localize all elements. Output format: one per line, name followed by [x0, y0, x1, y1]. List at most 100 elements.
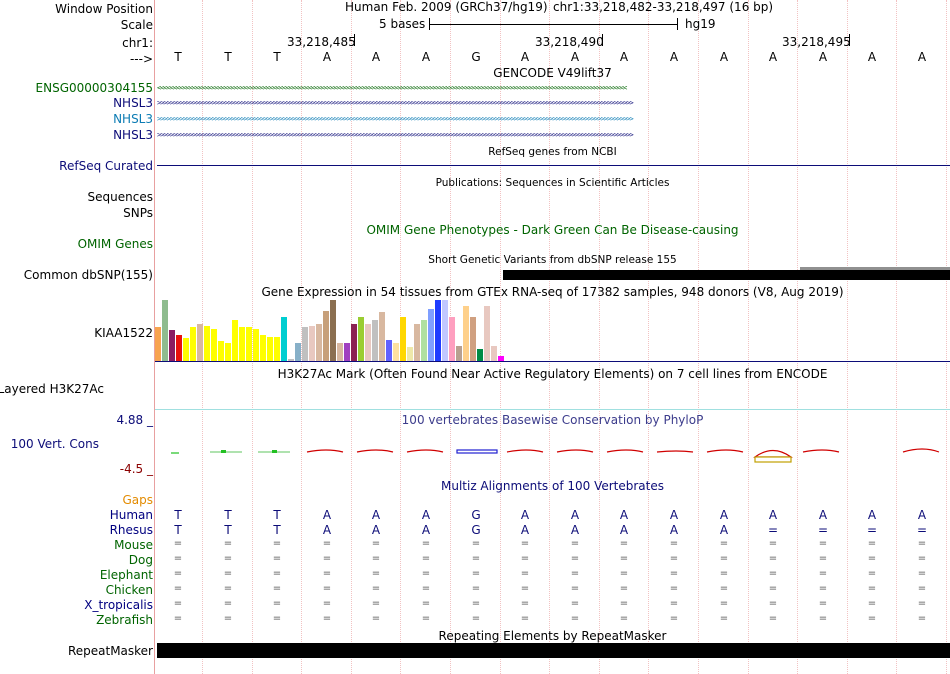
gtex-bar[interactable] — [176, 335, 183, 361]
gtex-bar[interactable] — [197, 324, 204, 361]
alignment-gap: = — [471, 598, 481, 609]
label-gencode-gene[interactable]: ENSG00000304155 — [35, 81, 153, 95]
gtex-bar[interactable] — [365, 324, 372, 361]
label-omim[interactable]: OMIM Genes — [77, 237, 153, 251]
label-repeatmasker[interactable]: RepeatMasker — [67, 644, 153, 658]
gtex-bar[interactable] — [232, 320, 239, 361]
label-nhsl3-3[interactable]: NHSL3 — [113, 128, 153, 142]
gtex-bar[interactable] — [274, 337, 281, 361]
gtex-bar[interactable] — [484, 306, 491, 361]
label-species[interactable]: X_tropicalis — [84, 598, 153, 612]
gtex-bar[interactable] — [456, 346, 463, 361]
label-gaps[interactable]: Gaps — [122, 493, 153, 507]
gtex-bar[interactable] — [344, 343, 351, 361]
gtex-bar[interactable] — [183, 338, 190, 361]
gtex-bar[interactable] — [463, 306, 470, 361]
label-species[interactable]: Zebrafish — [96, 613, 153, 627]
dbsnp-feature-black[interactable] — [503, 270, 950, 280]
human-base: A — [520, 508, 530, 522]
label-dbsnp[interactable]: Common dbSNP(155) — [23, 268, 153, 282]
label-refseq[interactable]: RefSeq Curated — [59, 159, 153, 173]
gtex-bar[interactable] — [400, 317, 407, 361]
label-chrom[interactable]: chr1: — [122, 36, 153, 50]
gtex-bar[interactable] — [323, 311, 330, 361]
alignment-gap: = — [371, 613, 381, 624]
gtex-bar[interactable] — [281, 317, 288, 361]
gtex-bar[interactable] — [470, 317, 477, 361]
rmsk-feature[interactable] — [157, 643, 950, 658]
gtex-bar[interactable] — [260, 335, 267, 361]
alignment-gap: = — [818, 538, 828, 549]
label-sequences[interactable]: Sequences — [87, 190, 153, 204]
gtex-bar[interactable] — [449, 317, 456, 361]
label-gtex-gene[interactable]: KIAA1522 — [94, 326, 153, 340]
human-base: A — [917, 508, 927, 522]
label-species[interactable]: Chicken — [105, 583, 153, 597]
nhsl3-feature-3[interactable]: >>>>>>>>>>>>>>>>>>>>>>>>>>>>>>>>>>>>>>>>… — [157, 131, 634, 139]
gtex-bar[interactable] — [211, 329, 218, 361]
gtex-bar[interactable] — [225, 343, 232, 361]
gtex-bar[interactable] — [309, 326, 316, 361]
track-image[interactable]: Human Feb. 2009 (GRCh37/hg19) chr1:33,21… — [155, 0, 950, 674]
alignment-gap: = — [272, 598, 282, 609]
dbsnp-feature-gray[interactable] — [800, 267, 950, 270]
gtex-bar[interactable] — [372, 320, 379, 361]
gtex-bar[interactable] — [421, 320, 428, 361]
gtex-bar[interactable] — [267, 337, 274, 361]
gtex-bar[interactable] — [239, 327, 246, 361]
gtex-bar[interactable] — [386, 340, 393, 361]
gtex-bar[interactable] — [204, 326, 211, 361]
label-nhsl3-2[interactable]: NHSL3 — [113, 112, 153, 126]
rhesus-base: A — [421, 523, 431, 537]
label-cons[interactable]: 100 Vert. Cons — [10, 437, 99, 451]
gtex-bar[interactable] — [155, 327, 162, 361]
gtex-bar[interactable] — [379, 312, 386, 361]
label-species[interactable]: Elephant — [99, 568, 153, 582]
gtex-bar[interactable] — [302, 327, 309, 361]
gtex-bar[interactable] — [330, 300, 337, 361]
gtex-bar[interactable] — [407, 347, 414, 361]
gtex-bar[interactable] — [253, 329, 260, 361]
alignment-gap: = — [322, 538, 332, 549]
gtex-bar[interactable] — [428, 309, 435, 361]
gtex-bar[interactable] — [162, 300, 169, 361]
gtex-bar[interactable] — [218, 341, 225, 361]
nhsl3-feature-2[interactable]: >>>>>>>>>>>>>>>>>>>>>>>>>>>>>>>>>>>>>>>>… — [157, 115, 634, 123]
gridline — [896, 0, 897, 674]
gtex-bar[interactable] — [316, 324, 323, 361]
gtex-bar[interactable] — [393, 343, 400, 361]
gtex-bar[interactable] — [435, 300, 442, 361]
rhesus-base: A — [520, 523, 530, 537]
label-h3k27ac[interactable]: Layered H3K27Ac — [0, 382, 104, 396]
label-species[interactable]: Mouse — [114, 538, 153, 552]
gtex-bar-chart[interactable] — [155, 300, 535, 361]
gtex-bar[interactable] — [288, 359, 295, 361]
gtex-bar[interactable] — [477, 349, 484, 361]
nhsl3-feature-1[interactable]: >>>>>>>>>>>>>>>>>>>>>>>>>>>>>>>>>>>>>>>>… — [157, 99, 634, 107]
label-window-position[interactable]: Window Position — [55, 2, 153, 16]
label-scale[interactable]: Scale — [120, 18, 153, 32]
ruler-tick-490 — [602, 34, 603, 46]
label-snps[interactable]: SNPs — [123, 206, 153, 220]
gtex-bar[interactable] — [337, 343, 344, 361]
gtex-bar[interactable] — [169, 330, 176, 361]
gtex-bar[interactable] — [491, 346, 498, 361]
phylop-plot[interactable] — [155, 440, 950, 470]
gtex-bar[interactable] — [414, 324, 421, 361]
gencode-feature[interactable]: <<<<<<<<<<<<<<<<<<<<<<<<<<<<<<<<<<<<<<<<… — [157, 84, 627, 92]
gtex-bar[interactable] — [442, 300, 449, 361]
refseq-feature[interactable] — [157, 165, 950, 166]
gtex-bar[interactable] — [246, 327, 253, 361]
gtex-bar[interactable] — [351, 324, 358, 361]
label-species[interactable]: Dog — [128, 553, 153, 567]
label-strand[interactable]: ---> — [129, 52, 153, 66]
label-nhsl3-1[interactable]: NHSL3 — [113, 96, 153, 110]
gtex-bar[interactable] — [295, 343, 302, 361]
label-species[interactable]: Rhesus — [109, 523, 153, 537]
h3k27ac-track-title: H3K27Ac Mark (Often Found Near Active Re… — [277, 367, 828, 381]
label-species[interactable]: Human — [109, 508, 153, 522]
gtex-bar[interactable] — [358, 317, 365, 361]
rhesus-base: A — [322, 523, 332, 537]
gtex-bar[interactable] — [190, 327, 197, 361]
gtex-bar[interactable] — [498, 356, 505, 361]
